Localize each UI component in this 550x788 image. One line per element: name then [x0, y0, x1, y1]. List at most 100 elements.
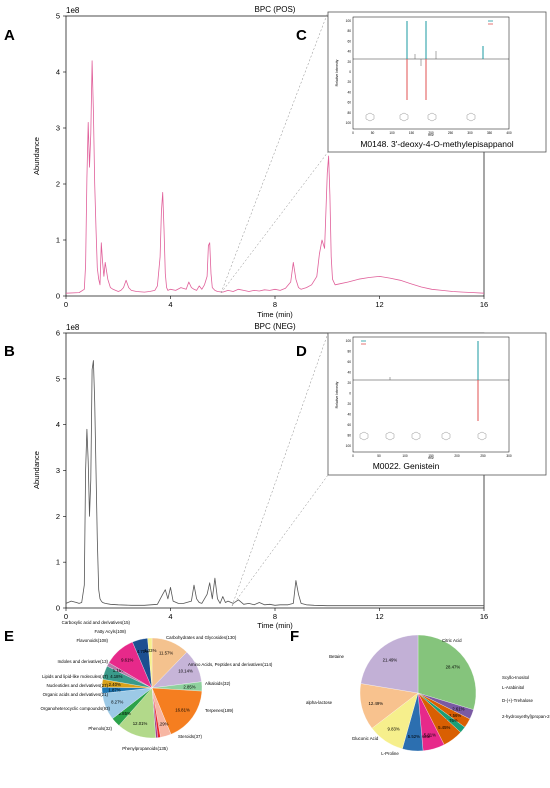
chart-b-trace: [65, 360, 484, 607]
pie-f-pct-label: 2.56%: [449, 713, 461, 718]
chart-a-ylabel: Abundance: [32, 137, 41, 175]
pie-f-pct-label: 5.52%: [408, 734, 420, 739]
inset-d-ytick-label: 80: [347, 434, 351, 438]
chart-b-exponent: 1e8: [66, 323, 80, 332]
inset-d-ytick-label: 20: [347, 402, 351, 406]
chart-a-ytick-label: 0: [56, 292, 60, 301]
inset-c-ytick-label: 0: [349, 70, 351, 74]
inset-c-ytick-label: 100: [346, 121, 352, 125]
chart-a: BPC (POS) 1e8 Abundance Time (min) 0 4 8 12…: [32, 5, 488, 319]
inset-d-xtick-label: 0: [352, 454, 354, 458]
pie-e-slice-label: Carboxylic acid and derivatives(15): [62, 620, 131, 625]
chart-a-xtick-label: 4: [168, 300, 172, 309]
pie-e-slice-label: Terpenes(189): [205, 708, 234, 713]
chart-a-xtick-label: 12: [375, 300, 383, 309]
pie-f-slice-label: 2-hydroxyethyl)propan-2-yl]oxan: [502, 714, 550, 719]
inset-c-xlabel: m/z: [428, 133, 434, 137]
panel-letter-b: B: [4, 343, 15, 360]
inset-c-structures: [365, 112, 476, 122]
chart-b-xtick-label: 16: [480, 612, 488, 621]
inset-c-xtick-label: 200: [428, 131, 434, 135]
panel-letter-f: F: [290, 628, 299, 645]
chart-a-exponent: 1e8: [66, 6, 80, 15]
pie-e-slice: [151, 687, 203, 735]
pie-e-pct-label: 1.33%: [144, 648, 156, 653]
inset-d-structures: [359, 431, 487, 441]
inset-c-ytick-label: 40: [347, 50, 351, 54]
chart-b-xtick-label: 12: [375, 612, 383, 621]
pie-e-pct-label: 12.01%: [133, 721, 148, 726]
inset-d-xticks: 0 50 100 150 200 250 300: [352, 454, 512, 458]
inset-d-yticks: 100 80 60 40 20 0 20 40 60 80 100: [346, 339, 352, 448]
pie-chart-e: 11.57% Carbohydrates and Glycosides(130) 1…: [40, 620, 272, 751]
chart-a-xtick-label: 0: [64, 300, 68, 309]
panel-letter-d: D: [296, 343, 307, 360]
pie-e-slice-label: Indoles and derivative(13): [57, 659, 108, 664]
zoom-line-d-1: [231, 332, 329, 607]
inset-d-ylabel: Relative Intensity: [335, 381, 339, 408]
pie-e-slice-label: Lipids and lipid-like molecules(47): [42, 674, 108, 679]
pie-e-pct-label: 9.61%: [121, 657, 133, 662]
pie-e-pct-label: 11.57%: [159, 651, 173, 656]
chart-a-title: BPC (POS): [255, 5, 296, 14]
inset-d-ytick-label: 40: [347, 371, 351, 375]
pie-chart-f: 28.47% Citric Acid 2.61% Scyllo-Inositol 2.5…: [306, 634, 550, 756]
pie-e-slice-label: Carbohydrates and Glycosides(130): [166, 635, 237, 640]
pie-f-pct-label: 21.49%: [383, 657, 398, 662]
pie-f-slice: [417, 634, 477, 710]
inset-c-xtick-label: 100: [389, 131, 395, 135]
pie-e-pct-label: 1.87%: [108, 687, 120, 692]
inset-d-ytick-label: 100: [346, 339, 352, 343]
pie-e-slice: [147, 637, 153, 689]
pie-f-pct-label: 28.47%: [446, 665, 461, 670]
chart-b-ytick-label: 5: [56, 374, 60, 383]
pie-e-pct-label: 2.40%: [109, 682, 121, 687]
pie-f-pct-label: 1.76%: [446, 718, 458, 723]
pie-e-slice-label: Amino Acids, Peptides and derivatives(11…: [188, 662, 273, 667]
pie-f-slice-label: Betaine: [329, 654, 344, 659]
pie-e-slice-label: Phenylpropanoids(135): [122, 746, 168, 751]
inset-d-ytick-label: 60: [347, 360, 351, 364]
panel-letter-a: A: [4, 27, 15, 44]
zoom-line-d-2: [231, 474, 329, 607]
chart-b: BPC (NEG) 1e8 Abundance Time (min) 0 4 8 12…: [32, 322, 488, 630]
pie-e-pct-label: 2.85%: [119, 711, 131, 716]
inset-c-ytick-label: 40: [347, 90, 351, 94]
pie-f-pct-label: 5.45%: [438, 725, 450, 730]
pie-e-slice-label: Steroids(37): [178, 734, 202, 739]
pie-f-slice-label: Scyllo-Inositol: [502, 675, 529, 680]
pie-e-slice-label: Flavonoids(108): [77, 638, 109, 643]
chart-b-xlabel: Time (min): [257, 621, 293, 630]
inset-c-xtick-label: 0: [352, 131, 354, 135]
chart-a-ytick-label: 4: [56, 68, 60, 77]
pie-e-slice-label: Organic acids and derivatives(21): [43, 692, 109, 697]
chart-a-series: [65, 60, 485, 294]
inset-d-xtick-label: 100: [402, 454, 408, 458]
inset-d-xlabel: m/z: [428, 456, 434, 460]
panel-letter-e: E: [4, 628, 14, 645]
pie-f-slice-label: Gluconic Acid: [352, 736, 379, 741]
chart-a-xlabel: Time (min): [257, 310, 293, 319]
chart-a-xtick-label: 16: [480, 300, 488, 309]
inset-c-ytick-label: 20: [347, 80, 351, 84]
inset-c-xtick-label: 50: [371, 131, 375, 135]
inset-d-xtick-label: 200: [454, 454, 460, 458]
pie-e-pct-label: 16.81%: [175, 707, 190, 712]
pie-e-pct-label: 4.70%: [137, 649, 149, 654]
inset-c-xtick-label: 150: [409, 131, 415, 135]
inset-c-yticks: 100 80 60 40 20 0 20 40 60 80 100: [346, 19, 352, 125]
pie-f-slice-label: alpha-lactose: [306, 700, 333, 705]
inset-d-ytick-label: 40: [347, 413, 351, 417]
chart-a-ytick-label: 3: [56, 124, 60, 133]
chart-b-ylabel: Abundance: [32, 451, 41, 489]
chart-b-title: BPC (NEG): [254, 322, 296, 331]
pie-f-pct-label: 9.83%: [388, 727, 400, 732]
inset-c-xtick-label: 250: [448, 131, 454, 135]
inset-d-ytick-label: 100: [346, 444, 352, 448]
inset-d-ytick-label: 60: [347, 423, 351, 427]
pie-f-pct-label: 12.49%: [369, 701, 384, 706]
